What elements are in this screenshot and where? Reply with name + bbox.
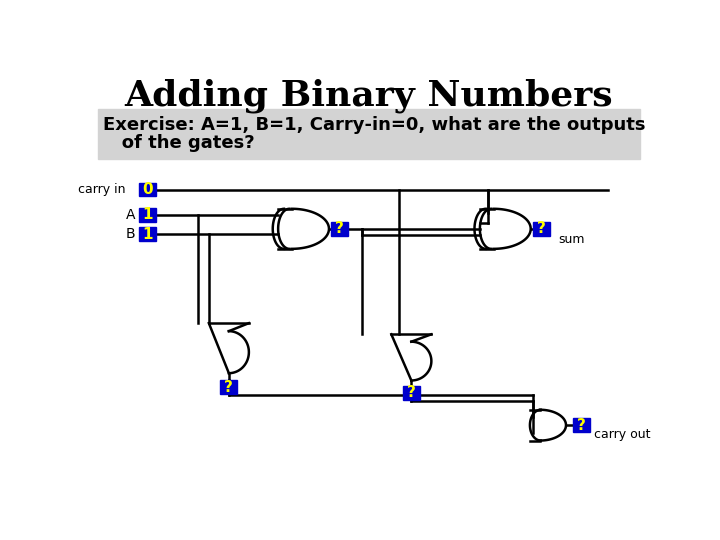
Bar xyxy=(533,222,550,236)
Text: 0: 0 xyxy=(142,182,153,197)
Text: ?: ? xyxy=(537,221,546,237)
Bar xyxy=(573,418,590,432)
Text: of the gates?: of the gates? xyxy=(102,134,254,152)
Text: Adding Binary Numbers: Adding Binary Numbers xyxy=(125,78,613,113)
Text: carry in: carry in xyxy=(78,183,126,196)
Text: 1: 1 xyxy=(142,207,153,222)
Text: Exercise: A=1, B=1, Carry-in=0, what are the outputs: Exercise: A=1, B=1, Carry-in=0, what are… xyxy=(102,116,645,134)
Text: A: A xyxy=(126,208,135,222)
Bar xyxy=(403,386,420,400)
Text: ?: ? xyxy=(407,386,415,400)
Text: ?: ? xyxy=(577,417,586,433)
Bar xyxy=(331,222,348,236)
Text: 1: 1 xyxy=(142,227,153,242)
Bar xyxy=(98,109,640,159)
Text: ?: ? xyxy=(225,380,233,395)
Text: ?: ? xyxy=(336,221,344,237)
Bar xyxy=(139,183,156,197)
Bar xyxy=(220,380,238,394)
Bar xyxy=(139,227,156,241)
Text: sum: sum xyxy=(559,233,585,246)
Text: carry out: carry out xyxy=(594,428,650,441)
Bar xyxy=(139,208,156,222)
Text: B: B xyxy=(126,227,135,241)
